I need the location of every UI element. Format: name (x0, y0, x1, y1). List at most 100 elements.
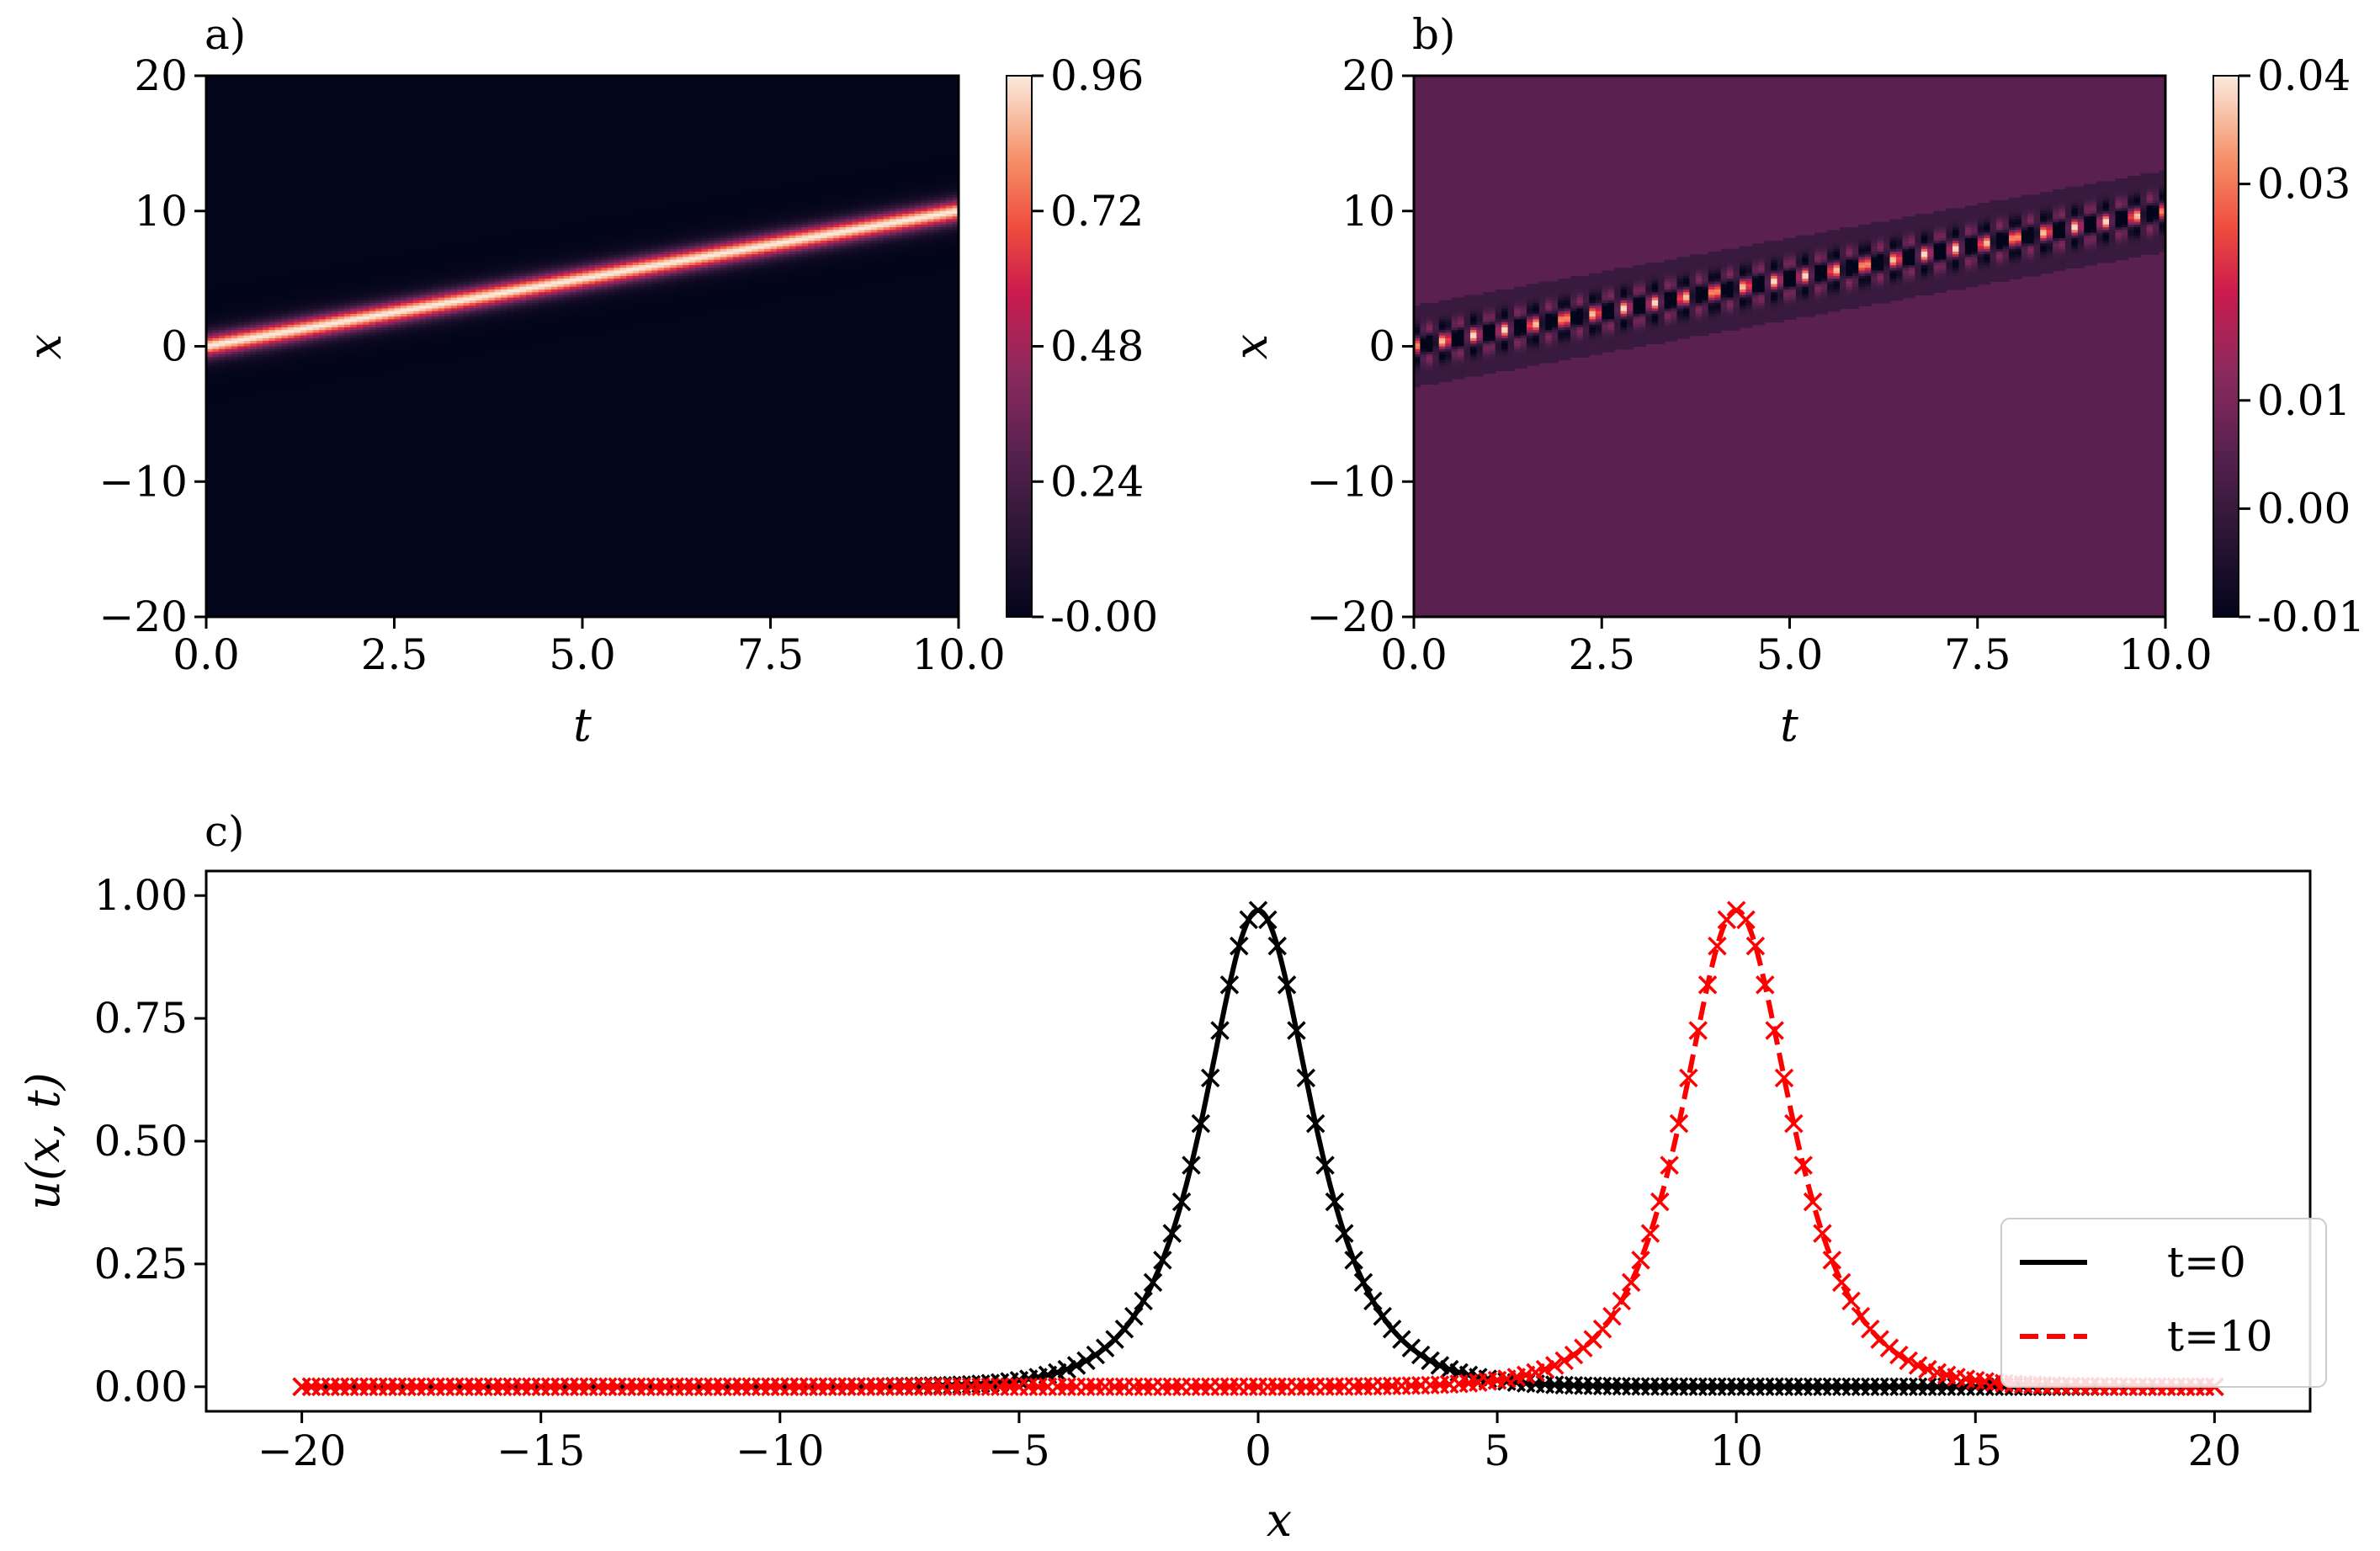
heat-cell (826, 216, 834, 220)
heat-cell (1438, 300, 1446, 304)
heat-cell (319, 359, 327, 364)
heat-cell (839, 213, 847, 217)
heat-cell (444, 259, 452, 263)
heat-cell (550, 316, 558, 320)
heat-cell (300, 295, 307, 299)
heat-cell (607, 262, 614, 266)
heat-cell (877, 248, 885, 252)
heat-cell (1414, 381, 1421, 385)
heat-cell (218, 379, 226, 382)
heat-cell (927, 219, 934, 223)
heat-cell (601, 289, 608, 293)
heat-cell (237, 303, 245, 306)
heat-cell (343, 289, 351, 293)
heat-cell (294, 275, 301, 279)
heat-cell (212, 297, 220, 301)
heat-cell (921, 203, 928, 206)
heat-cell (243, 384, 251, 388)
heat-cell (312, 343, 320, 348)
heat-cell (864, 224, 872, 228)
heat-cell (507, 330, 514, 334)
heat-cell (231, 354, 238, 358)
heat-cell (619, 305, 627, 310)
heat-cell (306, 275, 314, 279)
heat-cell (683, 254, 690, 258)
heat-cell (412, 346, 420, 350)
heat-cell (1420, 327, 1427, 331)
heat-cell (895, 235, 903, 239)
heat-cell (563, 235, 571, 239)
heat-cell (732, 265, 740, 268)
heat-cell (783, 199, 790, 204)
heat-cell (394, 311, 401, 315)
heat-cell (839, 284, 847, 288)
heat-cell (770, 221, 778, 226)
heat-cell (576, 237, 583, 242)
heat-cell (519, 273, 527, 277)
heat-cell (550, 308, 558, 312)
heat-cell (545, 248, 552, 252)
heat-cell (839, 243, 847, 247)
heat-cell (939, 165, 947, 168)
heat-cell (563, 324, 571, 328)
heat-cell (657, 270, 665, 274)
heat-cell (752, 219, 759, 223)
heat-cell (901, 268, 909, 272)
heat-cell (488, 257, 496, 261)
heat-cell (570, 257, 577, 261)
heat-cell (826, 275, 834, 279)
heat-cell (412, 300, 420, 304)
heat-cell (770, 213, 778, 217)
heat-cell (576, 230, 583, 234)
heat-cell (412, 305, 420, 310)
heat-cell (343, 335, 351, 339)
heat-cell (588, 308, 596, 312)
heat-cell (469, 311, 476, 315)
heat-cell (946, 208, 954, 212)
heat-cell (425, 311, 433, 315)
heat-cell (268, 281, 276, 285)
heat-cell (218, 348, 226, 353)
heat-cell (356, 316, 364, 320)
heat-cell (745, 230, 752, 234)
heat-cell (319, 368, 327, 372)
heat-cell (808, 289, 815, 293)
heat-cell (639, 303, 646, 306)
heat-cell (488, 279, 496, 282)
heat-cell (795, 224, 803, 228)
heat-cell (538, 268, 545, 272)
heat-cell (444, 308, 452, 312)
heat-cell (375, 368, 383, 372)
heat-cell (939, 224, 947, 228)
heat-cell (250, 330, 258, 334)
heat-cell (626, 262, 634, 266)
heat-cell (651, 303, 658, 306)
heat-cell (927, 170, 934, 174)
heat-cell (914, 237, 922, 242)
heat-cell (256, 375, 263, 380)
heat-cell (457, 300, 465, 304)
heat-cell (1426, 354, 1433, 358)
y-tick-label: 20 (134, 51, 188, 100)
heat-cell (350, 354, 358, 358)
heat-cell (532, 321, 539, 326)
heat-cell (764, 295, 772, 299)
heat-cell (933, 251, 941, 255)
heat-cell (839, 265, 847, 268)
heat-cell (519, 257, 527, 261)
heat-cell (513, 308, 521, 312)
heat-cell (212, 332, 220, 337)
heat-cell (513, 265, 521, 268)
heat-cell (877, 227, 885, 231)
heat-cell (708, 303, 715, 306)
heat-cell (770, 246, 778, 250)
heat-cell (243, 386, 251, 390)
heat-cell (250, 389, 258, 393)
heat-cell (545, 286, 552, 290)
heat-cell (256, 300, 263, 304)
heat-cell (412, 335, 420, 339)
heat-cell (243, 305, 251, 310)
heat-cell (256, 289, 263, 293)
heat-cell (438, 259, 445, 263)
heat-cell (952, 192, 959, 196)
